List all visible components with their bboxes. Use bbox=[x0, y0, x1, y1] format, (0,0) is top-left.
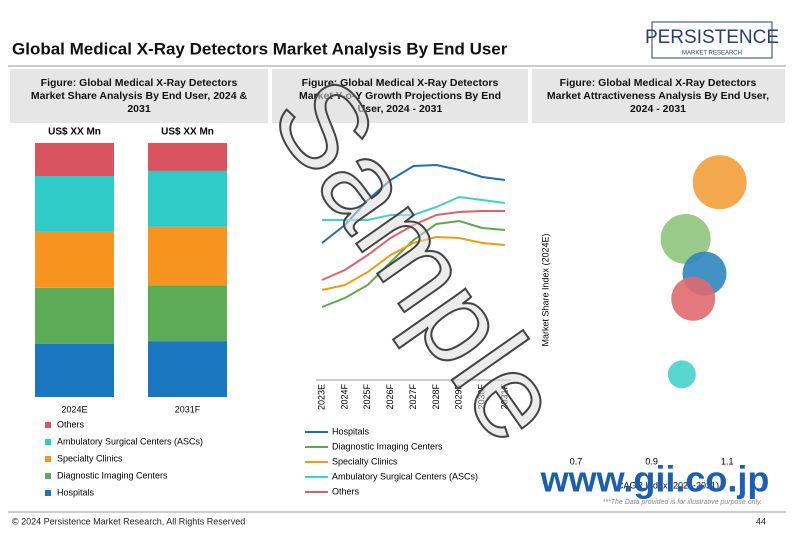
x-tick-label: 2029F bbox=[454, 384, 464, 410]
bubble bbox=[667, 360, 696, 389]
bar-segment bbox=[35, 143, 114, 177]
x-tick-label: 1.1 bbox=[721, 456, 734, 466]
y-axis-label: Market Share Index (2024E) bbox=[540, 233, 550, 346]
line bbox=[322, 195, 506, 221]
legend-label: Others bbox=[332, 486, 360, 496]
chart-title: Figure: Global Medical X-Ray Detectors Ma… bbox=[31, 77, 248, 115]
legend-label: Hospitals bbox=[332, 426, 370, 436]
line bbox=[321, 235, 506, 291]
bar-segment bbox=[148, 226, 227, 286]
x-tick-label: 2024E bbox=[61, 404, 87, 414]
bar-segment bbox=[148, 143, 227, 171]
bubble bbox=[660, 213, 711, 264]
x-tick-label: 2031F bbox=[499, 384, 509, 410]
charts: Figure: Global Medical X-Ray Detectors Ma… bbox=[31, 77, 769, 498]
line bbox=[321, 163, 506, 244]
chart-title: Figure: Global Medical X-Ray Detectors Ma… bbox=[299, 77, 501, 115]
bubble bbox=[692, 155, 747, 210]
bar-segment bbox=[35, 343, 114, 397]
x-tick-label: 2025F bbox=[362, 384, 372, 410]
logo: PERSISTENCE bbox=[645, 27, 779, 48]
x-tick-label: 0.7 bbox=[570, 456, 583, 466]
x-tick-label: 2027F bbox=[408, 384, 418, 410]
x-tick-label: 2031F bbox=[175, 404, 201, 414]
legend-label: Diagnostic Imaging Centers bbox=[332, 441, 443, 451]
page-number: 44 bbox=[756, 516, 766, 526]
page-title: Global Medical X-Ray Detectors Market An… bbox=[12, 39, 508, 58]
bar-segment bbox=[35, 231, 114, 288]
site: www.gii.co.jp bbox=[540, 459, 770, 500]
bubble bbox=[671, 276, 716, 321]
x-tick-label: 2024F bbox=[339, 384, 349, 410]
panel-header bbox=[10, 69, 268, 123]
legend-swatch bbox=[45, 490, 51, 496]
legend-label: Specialty Clinics bbox=[57, 453, 123, 463]
legend-label: Hospitals bbox=[57, 487, 95, 497]
bar-segment bbox=[148, 170, 227, 227]
legend-label: Others bbox=[57, 419, 85, 429]
bar-segment bbox=[35, 287, 114, 344]
copyright: © 2024 Persistence Market Research, All … bbox=[12, 516, 245, 526]
logo-sub: MARKET RESEARCH bbox=[682, 51, 742, 57]
legend-label: Diagnostic Imaging Centers bbox=[57, 470, 168, 480]
x-axis-label: CAGR Index (2024-2031) bbox=[617, 480, 719, 490]
bar-segment bbox=[148, 341, 227, 397]
x-tick-label: 2030F bbox=[477, 384, 487, 410]
bar-label: US$ XX Mn bbox=[161, 127, 214, 138]
legend-label: Ambulatory Surgical Centers (ASCs) bbox=[57, 436, 203, 446]
note: ***The Data provided is for illustrative… bbox=[603, 499, 762, 506]
legend-swatch bbox=[45, 473, 51, 479]
panel-header bbox=[272, 69, 528, 123]
line bbox=[321, 219, 506, 308]
bar-segment bbox=[148, 285, 227, 342]
panel-header bbox=[532, 69, 785, 123]
legend-swatch bbox=[45, 456, 51, 462]
legend-label: Specialty Clinics bbox=[332, 456, 398, 466]
legend-swatch bbox=[45, 439, 51, 445]
x-tick-label: 2028F bbox=[431, 384, 441, 410]
chart-title: Figure: Global Medical X-Ray Detectors Ma… bbox=[547, 77, 769, 115]
x-tick-label: 0.9 bbox=[645, 456, 658, 466]
x-tick-label: 2026F bbox=[385, 384, 395, 410]
bar-label: US$ XX Mn bbox=[48, 127, 101, 138]
legend-label: Ambulatory Surgical Centers (ASCs) bbox=[332, 471, 478, 481]
bar-segment bbox=[35, 176, 114, 232]
legend-swatch bbox=[45, 422, 51, 428]
logo-box bbox=[651, 21, 773, 59]
x-tick-label: 2023E bbox=[316, 384, 326, 410]
line bbox=[321, 210, 505, 281]
